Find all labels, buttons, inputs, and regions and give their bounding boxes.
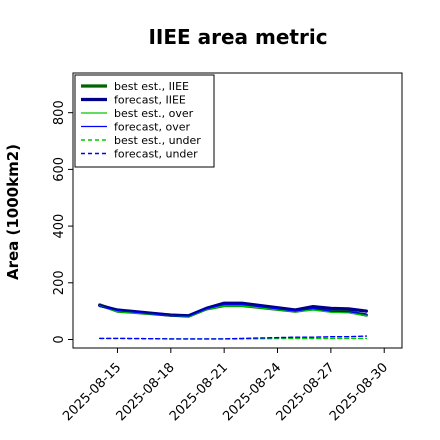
- y-tick-label: 800: [52, 100, 67, 125]
- y-tick-label: 200: [52, 270, 67, 295]
- legend-label: forecast, IIEE: [114, 94, 186, 107]
- legend-label: forecast, over: [114, 121, 190, 134]
- y-axis: 0 200 400 600 800: [52, 100, 73, 344]
- series-line-5: [98, 335, 368, 340]
- legend-label: best est., IIEE: [114, 80, 189, 93]
- series-layer: [98, 301, 368, 340]
- series-line-3: [99, 303, 367, 317]
- legend-box: [74, 74, 215, 168]
- x-axis: 2025-08-152025-08-182025-08-212025-08-24…: [60, 348, 391, 424]
- legend-label: best est., over: [114, 107, 194, 120]
- y-tick-label: 400: [52, 214, 67, 239]
- legend-label: forecast, under: [114, 148, 198, 161]
- legend-label: best est., under: [114, 134, 201, 147]
- y-tick-label: 600: [52, 157, 67, 182]
- y-tick-label: 0: [52, 335, 67, 343]
- y-axis-label: Area (1000km2): [4, 144, 22, 280]
- chart-title: IIEE area metric: [148, 25, 327, 49]
